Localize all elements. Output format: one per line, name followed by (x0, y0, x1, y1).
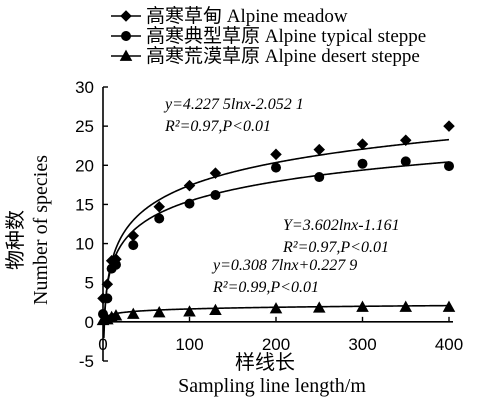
data-point-series-3 (269, 302, 283, 314)
data-point-series-1 (313, 143, 326, 156)
data-point-series-1 (356, 138, 369, 150)
data-point-series-1 (183, 179, 196, 192)
data-point-series-1 (101, 278, 114, 291)
data-point-series-2 (400, 156, 411, 167)
x-tick-label: 300 (348, 335, 376, 354)
legend-marker-diamond (120, 10, 132, 22)
data-point-series-3 (126, 307, 140, 319)
y-tick-label: -5 (79, 352, 94, 371)
x-axis-title-chinese: 样线长 (235, 351, 295, 374)
data-point-series-1 (127, 229, 140, 242)
equation-line: Y=3.602lnx-1.161 (283, 217, 400, 234)
x-axis-title: Sampling line length/m (178, 375, 366, 397)
data-point-series-1 (399, 134, 412, 146)
data-point-series-3 (183, 305, 196, 317)
data-point-series-2 (128, 240, 139, 251)
x-ticks: 0 100 200 300 400 (98, 316, 463, 354)
data-point-series-3 (312, 301, 326, 313)
y-tick-label: 0 (85, 313, 94, 332)
data-point-series-2 (270, 162, 281, 173)
data-point-series-1 (443, 120, 455, 132)
x-tick-label: 200 (262, 335, 290, 354)
fit-curve-1 (103, 138, 450, 338)
data-point-series-3 (399, 300, 413, 312)
y-axis-title: Number of species (30, 155, 52, 305)
data-point-series-1 (209, 167, 222, 179)
data-point-series-2 (210, 190, 221, 201)
legend-label: 高寒草甸 Alpine meadow (146, 5, 348, 27)
data-point-series-3 (152, 306, 166, 318)
legend-marker-circle (121, 30, 132, 41)
data-point-series-1 (270, 148, 282, 161)
data-point-series-3 (356, 300, 369, 312)
data-point-series-3 (209, 303, 222, 315)
x-tick-label: 0 (98, 335, 107, 354)
legend-label: 高寒典型草原 Alpine typical steppe (146, 25, 426, 47)
fit-statistics-line: R²=0.97,P<0.01 (282, 239, 389, 256)
legend-label: 高寒荒漠草原 Alpine desert steppe (146, 45, 420, 67)
data-points (96, 120, 456, 326)
x-tick-label: 400 (435, 335, 463, 354)
y-tick-label: 15 (75, 195, 94, 214)
legend-marker-triangle (119, 49, 133, 61)
data-point-series-2 (443, 161, 454, 172)
data-point-series-2 (184, 198, 195, 209)
y-tick-label: 10 (75, 235, 94, 254)
data-point-series-3 (442, 300, 456, 312)
data-point-series-2 (154, 213, 165, 224)
x-tick-label: 100 (175, 335, 203, 354)
y-tick-label: 5 (85, 274, 94, 293)
data-point-series-1 (153, 201, 165, 213)
equation-annotations: y=4.227 5lnx-2.052 1 R²=0.97,P<0.01 Y=3.60… (163, 96, 400, 296)
y-tick-label: 30 (75, 78, 94, 97)
data-point-series-2 (357, 158, 368, 169)
y-axis-title-chinese: 物种数 (4, 210, 27, 270)
y-tick-label: 25 (75, 117, 94, 136)
equation-line: y=0.308 7lnx+0.227 9 (211, 257, 357, 274)
y-tick-label: 20 (75, 156, 94, 175)
equation-line: y=4.227 5lnx-2.052 1 (163, 96, 304, 113)
data-point-series-2 (110, 259, 121, 270)
fit-curve-2 (103, 161, 450, 331)
data-point-series-2 (102, 293, 113, 304)
data-point-series-3 (109, 309, 123, 321)
data-point-series-2 (314, 172, 325, 183)
fit-statistics-line: R²=0.97,P<0.01 (164, 118, 271, 135)
axes (102, 87, 453, 361)
fit-statistics-line: R²=0.99,P<0.01 (212, 279, 319, 296)
